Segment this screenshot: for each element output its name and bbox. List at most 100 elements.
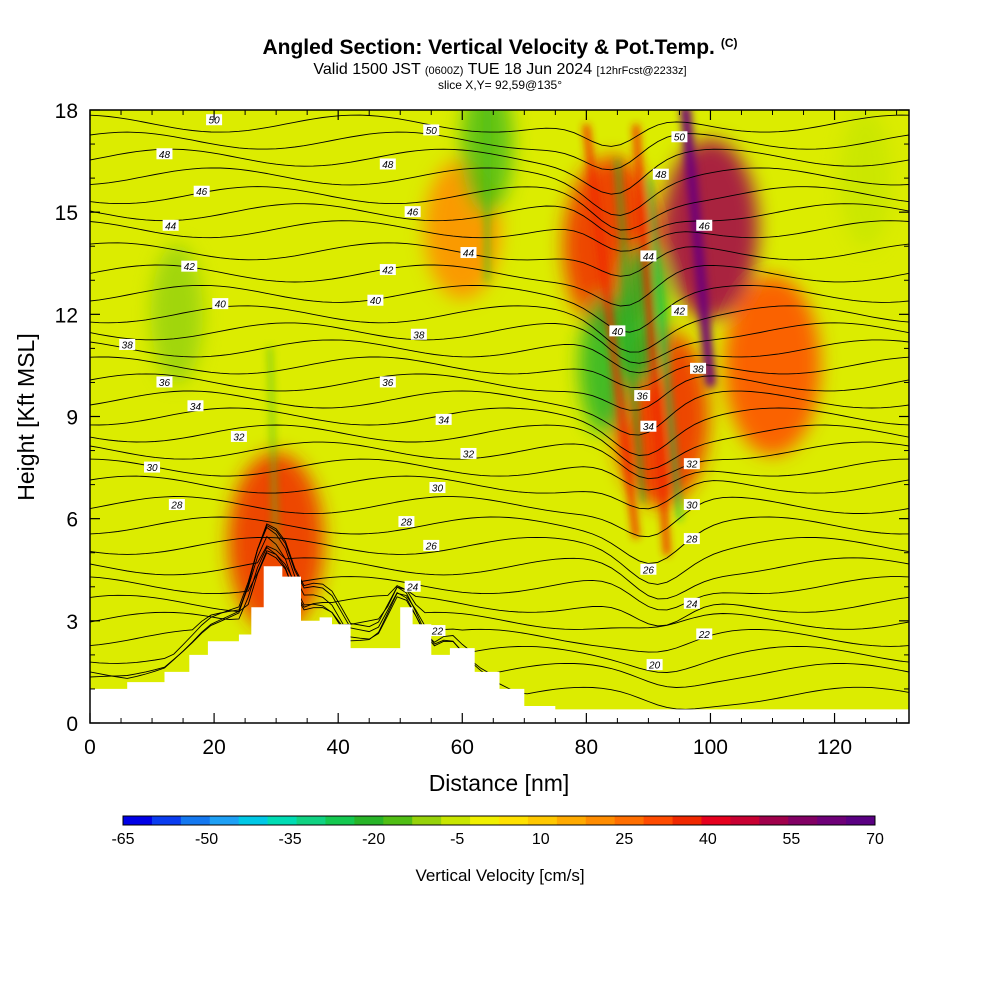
contour-label: 30 xyxy=(686,501,698,512)
colorbar-swatch xyxy=(441,816,471,825)
contour-label: 24 xyxy=(406,582,419,593)
colorbar-swatch xyxy=(730,816,760,825)
contour-label-bg xyxy=(404,580,421,592)
colorbar-swatch xyxy=(585,816,616,825)
velocity-streak-5 xyxy=(268,346,278,555)
contour-label: 28 xyxy=(685,535,698,546)
colorbar-swatch xyxy=(701,816,731,825)
colorbar-swatch xyxy=(672,816,702,825)
contour-label: 30 xyxy=(146,463,158,474)
y-tick-label: 6 xyxy=(66,509,78,532)
contour-label-bg xyxy=(187,400,204,412)
contour-label: 42 xyxy=(382,266,394,277)
contour-label: 38 xyxy=(122,340,134,351)
contour-label-bg xyxy=(379,376,396,388)
velocity-streak-2 xyxy=(615,159,645,504)
contour-label-bg xyxy=(683,458,700,470)
y-tick-label: 15 xyxy=(55,202,78,225)
contour-label: 46 xyxy=(699,221,711,232)
contour-label: 32 xyxy=(233,432,245,443)
theta-line-11 xyxy=(90,458,909,491)
colorbar-swatch xyxy=(499,816,529,825)
contour-label: 36 xyxy=(382,378,394,389)
x-tick-label: 100 xyxy=(693,736,728,759)
velocity-streak-4 xyxy=(680,110,716,388)
contour-label: 48 xyxy=(382,160,394,171)
theta-line-22 xyxy=(90,264,909,307)
contour-label-bg xyxy=(398,516,415,528)
contour-label-bg xyxy=(640,250,657,262)
contour-label: 48 xyxy=(655,170,667,181)
contour-label: 26 xyxy=(642,565,655,576)
contour-label-bg xyxy=(640,420,657,432)
contour-label-bg xyxy=(634,390,651,402)
y-tick-label: 18 xyxy=(55,100,78,123)
colorbar: -65 -50 -35 -20 -5 10 25 40 55 70 xyxy=(111,815,884,848)
colorbar-frame xyxy=(122,815,876,826)
contour-label: 20 xyxy=(648,661,661,672)
colorbar-swatch xyxy=(412,816,442,825)
contour-label-bg xyxy=(168,499,185,511)
theta-line-27 xyxy=(90,167,909,216)
contour-label-bg xyxy=(683,533,700,545)
colorbar-tick-label: -5 xyxy=(450,831,464,848)
terrain-mask xyxy=(90,566,909,723)
colorbar-tick-label: 55 xyxy=(783,831,801,848)
contour-label: 38 xyxy=(692,364,704,375)
plot-field: 50 48 46 44 42 40 38 36 34 32 30 28 50 48 46 44 42 40 38 36… xyxy=(90,110,909,723)
colorbar-swatch xyxy=(354,816,384,825)
theta-line-28 xyxy=(90,148,909,195)
colorbar-swatch xyxy=(180,816,211,825)
contour-label: 50 xyxy=(426,126,438,137)
colorbar-tick-label: 40 xyxy=(699,831,717,848)
theta-line-7 xyxy=(90,536,909,585)
contour-label-bg xyxy=(423,539,440,551)
contour-label: 38 xyxy=(413,330,425,341)
slice-info: slice X,Y= 92,59@135° xyxy=(437,78,563,92)
x-tick-label: 60 xyxy=(451,736,474,759)
velocity-streak-1 xyxy=(633,124,671,556)
contour-label-bg xyxy=(119,338,136,350)
contour-label: 42 xyxy=(674,306,686,317)
x-tick-label: 20 xyxy=(202,736,225,759)
contour-label-bg xyxy=(646,659,663,671)
contour-label: 40 xyxy=(370,296,382,307)
x-tick-label: 0 xyxy=(84,736,96,759)
contour-label-bg xyxy=(683,597,700,609)
contour-label-bg xyxy=(671,304,688,316)
velocity-cell-9 xyxy=(839,110,892,249)
theta-line-24 xyxy=(90,220,909,252)
colorbar-swatch xyxy=(325,816,355,825)
theta-line-16 xyxy=(90,373,909,411)
contour-label: 44 xyxy=(165,221,177,232)
colorbar-tick-label: 10 xyxy=(532,831,550,848)
colorbar-swatch xyxy=(817,816,847,825)
colorbar-swatch xyxy=(556,816,587,825)
colorbar-tick-label: -35 xyxy=(279,831,302,848)
contour-label-bg xyxy=(671,131,688,143)
contour-label-bg xyxy=(640,563,657,575)
contour-label: 22 xyxy=(431,627,444,638)
contour-label: 40 xyxy=(612,327,624,338)
theta-line-21 xyxy=(90,284,909,333)
theta-line-14 xyxy=(90,407,909,456)
theta-line-4 xyxy=(90,552,909,627)
colorbar-swatch xyxy=(470,816,500,825)
contour-label: 50 xyxy=(209,116,221,127)
chart-title-tag: (C) xyxy=(720,36,738,50)
contour-label-bg xyxy=(162,219,179,231)
contour-label-bg xyxy=(410,328,427,340)
contour-label: 50 xyxy=(674,133,686,144)
theta-line-6 xyxy=(90,545,909,600)
valid-time: Valid 1500 JST xyxy=(313,61,421,78)
theta-line-13 xyxy=(90,424,909,470)
contour-label: 34 xyxy=(643,422,655,433)
colorbar-tick-label: -65 xyxy=(111,831,134,848)
theta-line-10 xyxy=(90,475,909,510)
colorbar-swatch xyxy=(296,816,326,825)
contour-label: 46 xyxy=(196,187,208,198)
contour-label-bg xyxy=(460,247,477,259)
y-tick-label: 0 xyxy=(66,713,78,736)
colorbar-tick-label: 70 xyxy=(866,831,884,848)
